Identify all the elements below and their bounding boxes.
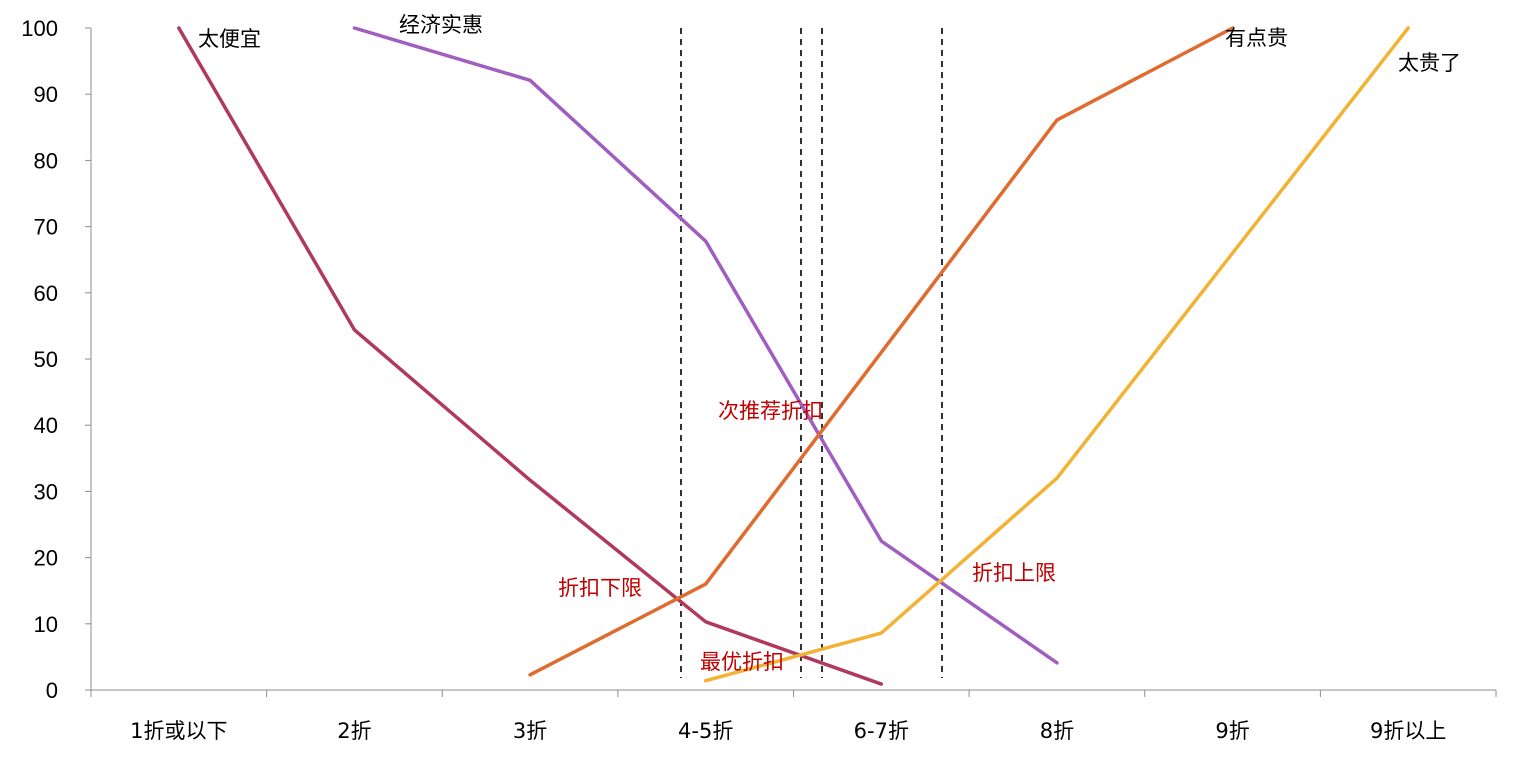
x-tick-label: 1折或以下 [130, 719, 227, 743]
x-tick-label: 2折 [337, 719, 371, 743]
series-line [352, 26, 1059, 665]
series-lines [177, 26, 1410, 686]
series-line [177, 26, 884, 686]
annotation-lower-limit: 折扣下限 [558, 576, 642, 600]
label-too-cheap: 太便宜 [198, 27, 261, 51]
x-tick-label: 6-7折 [854, 719, 909, 743]
series-line [528, 26, 1235, 677]
y-tick-label: 50 [34, 347, 58, 372]
x-tick-label: 4-5折 [678, 719, 733, 743]
annotation-optimal-discount: 最优折扣 [700, 650, 784, 674]
y-tick-label: 100 [21, 16, 58, 41]
label-bit-expensive: 有点贵 [1225, 26, 1288, 50]
y-tick-label: 20 [34, 546, 58, 571]
label-too-expensive: 太贵了 [1398, 51, 1461, 75]
y-tick-label: 90 [34, 82, 58, 107]
y-tick-label: 70 [34, 215, 58, 240]
x-tick-label: 8折 [1040, 719, 1074, 743]
x-tick-label: 9折以上 [1370, 719, 1446, 743]
annotation-upper-limit: 折扣上限 [972, 561, 1056, 585]
annotation-second-recommended: 次推荐折扣 [718, 399, 823, 423]
x-tick-label: 3折 [513, 719, 547, 743]
x-tick-label: 9折 [1215, 719, 1249, 743]
label-economical: 经济实惠 [399, 13, 483, 37]
y-tick-label: 80 [34, 148, 58, 173]
y-axis: 0 10 20 30 40 50 60 70 80 90 100 [21, 16, 92, 703]
y-tick-label: 30 [34, 479, 58, 504]
y-tick-label: 0 [46, 678, 58, 703]
series-line [703, 26, 1410, 683]
y-tick-label: 60 [34, 281, 58, 306]
x-axis: 1折或以下 2折 3折 4-5折 6-7折 8折 9折 9折以上 [85, 689, 1497, 743]
y-tick-label: 40 [34, 413, 58, 438]
y-tick-label: 10 [34, 612, 58, 637]
dashed-reference-lines [680, 28, 943, 678]
